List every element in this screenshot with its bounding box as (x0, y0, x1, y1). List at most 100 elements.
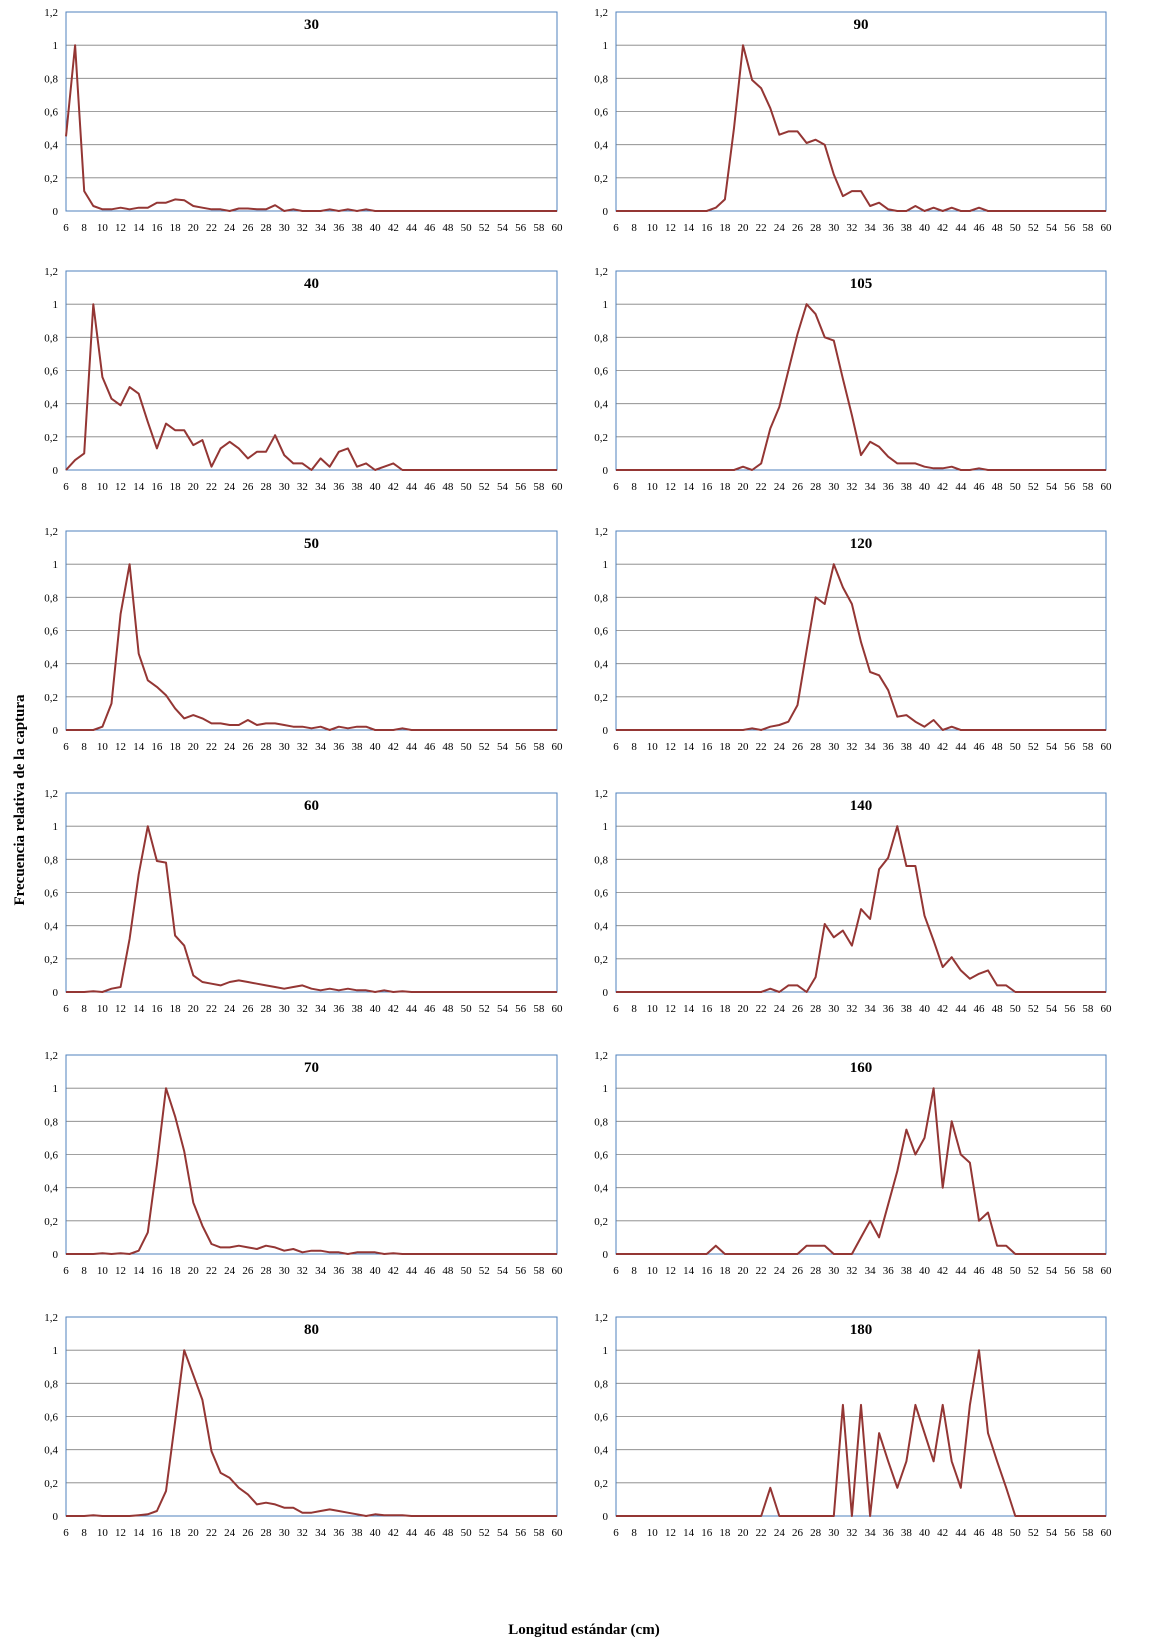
x-tick-label: 28 (261, 1265, 273, 1277)
y-tick-label: 1 (603, 559, 609, 571)
x-tick-label: 44 (955, 481, 967, 493)
y-tick-label: 0,8 (44, 592, 58, 604)
y-tick-label: 1 (603, 821, 609, 833)
x-tick-label: 60 (552, 1527, 564, 1539)
y-tick-label: 0 (53, 1249, 59, 1261)
x-tick-label: 54 (1046, 222, 1058, 234)
x-tick-label: 34 (865, 1527, 877, 1539)
x-tick-label: 10 (647, 741, 659, 753)
x-tick-label: 32 (297, 1527, 308, 1539)
x-tick-label: 14 (133, 222, 145, 234)
x-tick-label: 28 (261, 481, 273, 493)
x-tick-label: 16 (151, 1003, 163, 1015)
x-tick-label: 52 (1028, 1527, 1039, 1539)
x-tick-label: 58 (533, 1527, 545, 1539)
y-tick-label: 0,6 (594, 107, 608, 119)
x-tick-label: 14 (683, 481, 695, 493)
y-tick-label: 1,2 (44, 788, 58, 800)
x-tick-label: 60 (552, 741, 564, 753)
x-tick-label: 8 (81, 1527, 87, 1539)
x-tick-label: 18 (719, 222, 731, 234)
y-tick-label: 0 (603, 465, 609, 477)
plot-frame (65, 530, 558, 731)
chart-panel-90: 0 0,2 0,4 0,6 0,8 1 1,2 6 8 10 12 14 16 18 20 22 24 26 28 3… (594, 7, 1112, 234)
x-tick-label: 50 (1010, 1003, 1022, 1015)
x-tick-label: 10 (97, 481, 109, 493)
x-tick-label: 56 (515, 1527, 527, 1539)
chart-panel-60: 0 0,2 0,4 0,6 0,8 1 1,2 6 8 10 12 14 16 18 20 22 24 26 28 3… (44, 788, 563, 1015)
x-tick-label: 58 (1082, 741, 1094, 753)
y-tick-label: 1 (603, 1083, 609, 1095)
y-tick-label: 0,4 (594, 1183, 608, 1195)
x-tick-label: 18 (719, 1265, 731, 1277)
y-tick-label: 0,8 (594, 592, 608, 604)
x-tick-label: 32 (846, 1527, 857, 1539)
x-tick-label: 14 (683, 1527, 695, 1539)
y-tick-label: 1,2 (44, 526, 58, 538)
y-tick-label: 0,2 (594, 692, 608, 704)
x-tick-label: 22 (756, 1527, 767, 1539)
x-tick-label: 40 (919, 1265, 931, 1277)
x-tick-label: 30 (279, 1527, 291, 1539)
x-tick-label: 20 (188, 1265, 200, 1277)
x-tick-label: 16 (701, 1265, 713, 1277)
x-tick-label: 44 (955, 741, 967, 753)
plot-frame (615, 11, 1107, 212)
y-tick-label: 1,2 (594, 526, 608, 538)
x-tick-label: 40 (370, 481, 382, 493)
y-tick-label: 0,6 (44, 888, 58, 900)
x-tick-label: 38 (351, 1265, 363, 1277)
y-tick-label: 0,6 (44, 626, 58, 638)
x-tick-label: 38 (901, 1527, 913, 1539)
x-tick-label: 58 (533, 741, 545, 753)
x-tick-label: 46 (973, 1003, 985, 1015)
x-tick-label: 56 (1064, 1527, 1076, 1539)
x-tick-label: 28 (810, 1265, 822, 1277)
panel-title: 140 (850, 798, 873, 814)
panel-title: 30 (304, 17, 319, 33)
panel-title: 105 (850, 276, 873, 292)
x-tick-label: 56 (515, 481, 527, 493)
x-tick-label: 56 (515, 1265, 527, 1277)
x-tick-label: 12 (665, 1003, 676, 1015)
x-tick-label: 20 (188, 222, 200, 234)
x-tick-label: 30 (828, 741, 840, 753)
x-tick-label: 40 (370, 741, 382, 753)
y-tick-label: 0 (603, 206, 609, 218)
x-tick-label: 28 (261, 741, 273, 753)
x-tick-label: 56 (1064, 1265, 1076, 1277)
y-tick-label: 0,4 (594, 399, 608, 411)
x-tick-label: 50 (461, 481, 473, 493)
x-tick-label: 16 (151, 1527, 163, 1539)
x-tick-label: 46 (973, 741, 985, 753)
x-tick-label: 26 (792, 1003, 804, 1015)
x-tick-label: 56 (515, 1003, 527, 1015)
x-tick-label: 32 (297, 741, 308, 753)
x-tick-label: 44 (406, 741, 418, 753)
x-tick-label: 58 (533, 1265, 545, 1277)
y-tick-label: 0,6 (594, 888, 608, 900)
plot-frame (65, 1316, 558, 1517)
x-tick-label: 10 (647, 481, 659, 493)
y-tick-label: 0,8 (594, 1116, 608, 1128)
x-tick-label: 36 (333, 1265, 345, 1277)
plot-frame (615, 1316, 1107, 1517)
x-tick-label: 34 (315, 741, 327, 753)
x-tick-label: 12 (115, 222, 126, 234)
x-tick-label: 60 (552, 1003, 564, 1015)
x-tick-label: 44 (406, 222, 418, 234)
y-tick-label: 1 (53, 1083, 59, 1095)
x-tick-label: 6 (613, 481, 619, 493)
y-tick-label: 0,6 (44, 1412, 58, 1424)
y-tick-label: 0,4 (594, 921, 608, 933)
x-tick-label: 36 (883, 481, 895, 493)
x-tick-label: 18 (170, 1265, 182, 1277)
chart-panel-80: 0 0,2 0,4 0,6 0,8 1 1,2 6 8 10 12 14 16 18 20 22 24 26 28 3… (44, 1312, 563, 1539)
x-tick-label: 24 (224, 222, 236, 234)
x-tick-label: 54 (497, 1003, 509, 1015)
x-tick-label: 58 (1082, 222, 1094, 234)
x-tick-label: 32 (846, 1003, 857, 1015)
x-tick-label: 52 (1028, 481, 1039, 493)
x-tick-label: 52 (479, 222, 490, 234)
